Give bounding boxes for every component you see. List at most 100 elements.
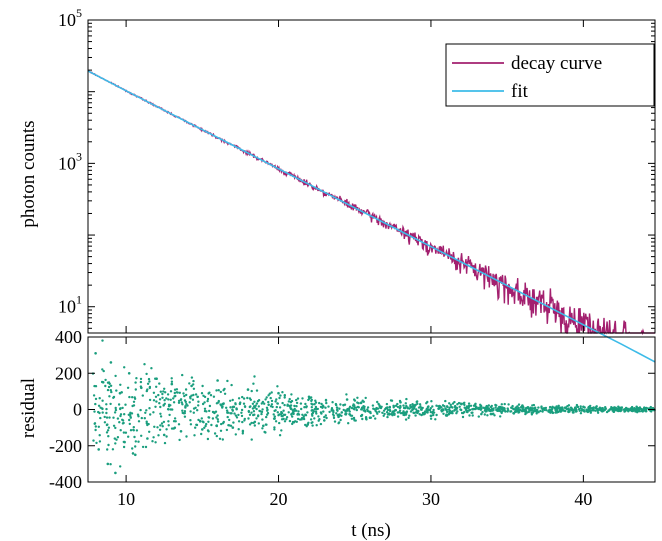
residual-point (139, 377, 143, 381)
residual-point (167, 420, 170, 423)
residual-point (415, 408, 418, 411)
y-tick-label: 101 (58, 293, 82, 317)
residual-point (544, 406, 548, 410)
residual-point (281, 391, 284, 394)
residual-point (273, 426, 276, 429)
residual-point (98, 397, 101, 400)
residual-point (177, 423, 181, 426)
residual-point (256, 400, 260, 403)
residual-point (156, 426, 159, 429)
residual-point (557, 404, 560, 407)
residual-point (319, 405, 323, 409)
residual-point (260, 412, 263, 416)
residual-point (353, 408, 356, 411)
residual-point (543, 408, 546, 412)
residual-point (487, 404, 490, 407)
residual-point (359, 401, 362, 405)
residual-point (229, 399, 232, 402)
residual-point (280, 429, 283, 432)
residual-point (241, 395, 244, 399)
residual-point (323, 415, 326, 419)
residual-point (304, 414, 308, 417)
residual-point (207, 420, 210, 423)
residual-point (286, 404, 289, 407)
residual-point (306, 411, 309, 414)
residual-point (344, 409, 348, 412)
residual-point (194, 393, 198, 396)
residual-point (360, 406, 364, 409)
residual-point (480, 407, 483, 410)
residual-point (121, 406, 124, 410)
residual-point (184, 400, 187, 404)
residual-point (173, 391, 176, 395)
residual-point (215, 424, 218, 427)
residual-point (130, 412, 134, 415)
residual-point (270, 399, 274, 403)
residual-point (123, 366, 126, 369)
residual-point (212, 395, 216, 398)
residual-point (201, 402, 205, 406)
residual-point (261, 400, 265, 404)
residual-point (304, 402, 307, 406)
residual-point (380, 405, 383, 408)
residual-point (122, 440, 126, 444)
residual-point (154, 405, 157, 408)
residual-point (295, 401, 299, 405)
residual-point (500, 411, 503, 415)
residual-point (313, 403, 316, 406)
residual-point (226, 415, 229, 419)
residual-point (109, 361, 113, 364)
residual-point (307, 421, 310, 424)
residual-point (98, 440, 102, 443)
residual-point (316, 407, 319, 411)
residual-point (100, 380, 104, 384)
residual-point (285, 418, 288, 421)
residual-point (314, 401, 318, 404)
residual-point (591, 407, 595, 410)
residual-point (283, 396, 286, 399)
residual-point (105, 423, 109, 427)
residual-point (555, 409, 558, 412)
residual-point (282, 409, 285, 412)
residual-point (106, 388, 110, 392)
residual-point (114, 374, 117, 378)
residual-point (513, 410, 517, 413)
residual-point (205, 422, 208, 426)
residual-point (425, 402, 428, 405)
residual-point (133, 435, 136, 439)
residual-point (200, 392, 204, 395)
residual-point (471, 414, 474, 417)
residual-point (235, 407, 238, 410)
residual-point (189, 410, 192, 413)
residual-point (589, 409, 592, 413)
residual-point (299, 402, 303, 405)
residual-point (382, 414, 385, 417)
residual-point (516, 405, 519, 408)
residual-point (645, 406, 648, 410)
residual-point (101, 368, 104, 371)
residual-point (302, 415, 305, 418)
residual-point (488, 409, 491, 412)
residual-point (447, 412, 451, 416)
residual-point (471, 411, 474, 414)
residual-point (107, 426, 111, 429)
residual-point (148, 386, 151, 390)
residual-point (101, 407, 104, 410)
legend: decay curve fit (445, 43, 655, 107)
residual-point (348, 407, 351, 410)
residual-point (585, 408, 588, 411)
residual-point (253, 424, 256, 427)
residual-point (376, 407, 380, 410)
residual-point (338, 414, 342, 417)
residual-point (270, 391, 273, 394)
residual-point (163, 402, 166, 405)
residual-point (94, 428, 97, 432)
residual-point (119, 383, 122, 386)
residual-point (173, 426, 176, 430)
residual-point (122, 431, 126, 434)
residual-point (127, 435, 130, 438)
residual-point (103, 421, 107, 424)
residual-point (139, 380, 143, 384)
residual-point (237, 397, 241, 400)
residual-point (288, 419, 292, 423)
